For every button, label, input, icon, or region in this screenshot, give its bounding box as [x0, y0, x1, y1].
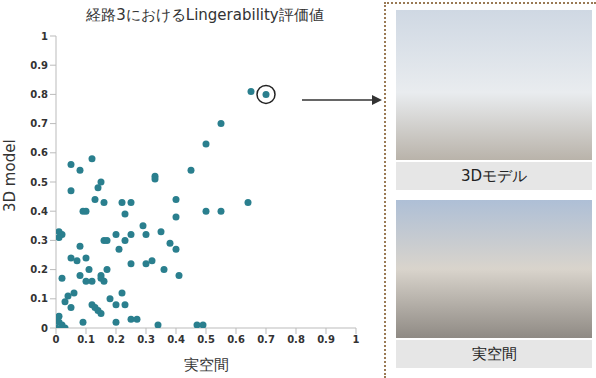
svg-text:0.5: 0.5 — [197, 334, 215, 345]
svg-text:0: 0 — [41, 323, 48, 334]
svg-text:0.6: 0.6 — [227, 334, 245, 345]
svg-text:0.3: 0.3 — [30, 235, 48, 246]
svg-text:0.9: 0.9 — [30, 60, 48, 71]
svg-text:1: 1 — [41, 31, 48, 42]
svg-text:0.7: 0.7 — [257, 334, 275, 345]
svg-text:0.1: 0.1 — [30, 293, 48, 304]
svg-text:0.6: 0.6 — [30, 147, 48, 158]
svg-text:0.4: 0.4 — [30, 206, 48, 217]
svg-text:0.2: 0.2 — [30, 264, 48, 275]
svg-text:実空間: 実空間 — [184, 356, 229, 374]
svg-text:0.2: 0.2 — [107, 334, 125, 345]
svg-text:3D model: 3D model — [1, 139, 19, 212]
html-text:3Dモデル: 3Dモデル — [461, 166, 527, 185]
svg-text:0.5: 0.5 — [30, 177, 48, 188]
svg-text:0.3: 0.3 — [137, 334, 155, 345]
html-text:経路3におけるLingerability評価値: 経路3におけるLingerability評価値 — [86, 6, 324, 24]
svg-text:0.7: 0.7 — [30, 118, 48, 129]
svg-text:0.8: 0.8 — [30, 89, 48, 100]
svg-text:0: 0 — [53, 334, 60, 345]
svg-text:0.4: 0.4 — [167, 334, 185, 345]
svg-text:1: 1 — [353, 334, 360, 345]
html-text:実空間: 実空間 — [471, 344, 517, 363]
svg-text:0.9: 0.9 — [317, 334, 335, 345]
svg-text:0.8: 0.8 — [287, 334, 305, 345]
svg-text:0.1: 0.1 — [77, 334, 95, 345]
